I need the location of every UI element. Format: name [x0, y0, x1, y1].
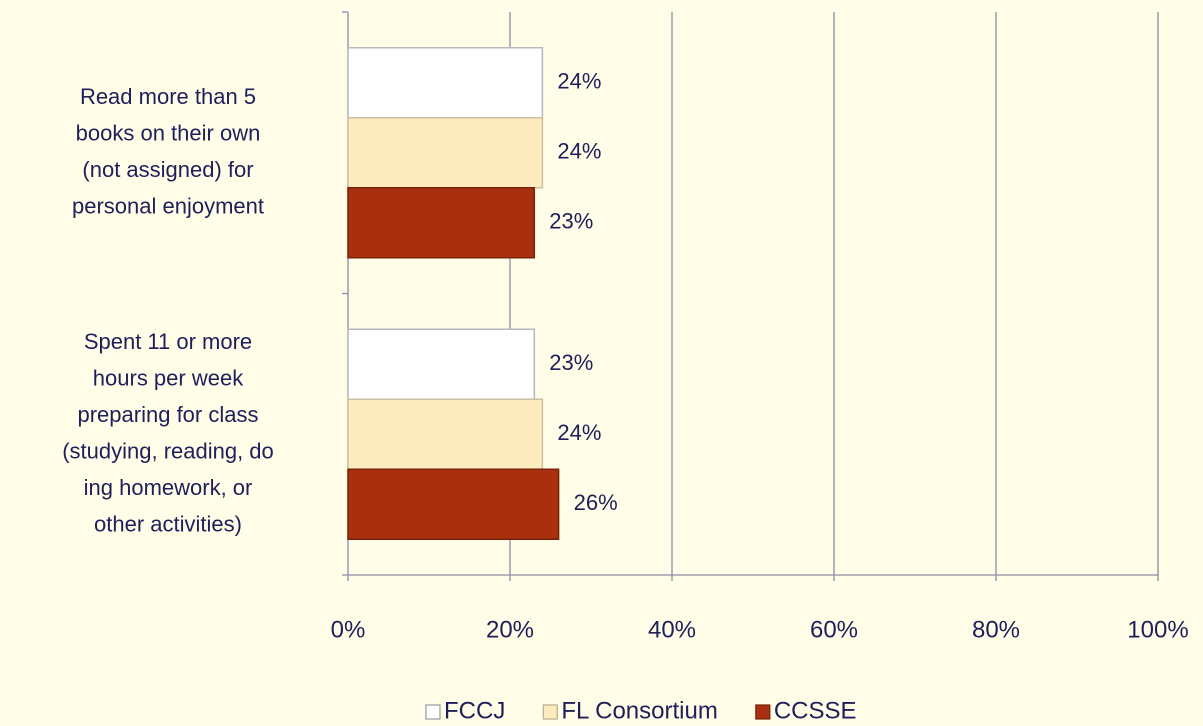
value-label: 26%	[574, 490, 618, 515]
category-label: other activities)	[94, 511, 242, 536]
category-label: (studying, reading, do	[62, 438, 274, 463]
category-label: (not assigned) for	[82, 157, 253, 182]
bar	[347, 187, 536, 259]
legend-swatch	[542, 704, 558, 720]
x-tick-label: 20%	[486, 616, 534, 643]
category-label: ing homework, or	[84, 475, 253, 500]
category-label: hours per week	[93, 365, 244, 390]
category-label: personal enjoyment	[72, 193, 264, 218]
bar	[347, 328, 536, 400]
x-tick-label: 60%	[810, 616, 858, 643]
bar	[347, 117, 544, 189]
legend-label: CCSSE	[774, 697, 857, 724]
legend-label: FCCJ	[444, 697, 505, 724]
category-label: Read more than 5	[80, 84, 256, 109]
bar	[347, 47, 544, 119]
x-tick-label: 100%	[1127, 616, 1188, 643]
value-label: 24%	[557, 139, 601, 164]
category-label: preparing for class	[78, 402, 259, 427]
x-tick-label: 0%	[331, 616, 366, 643]
legend-swatch	[755, 704, 771, 720]
x-tick-label: 40%	[648, 616, 696, 643]
value-label: 23%	[549, 209, 593, 234]
category-label: books on their own	[76, 120, 261, 145]
category-label: Spent 11 or more	[84, 329, 252, 354]
value-label: 23%	[549, 350, 593, 375]
value-label: 24%	[557, 420, 601, 445]
bar	[347, 398, 544, 470]
x-tick-label: 80%	[972, 616, 1020, 643]
value-label: 24%	[557, 69, 601, 94]
legend-label: FL Consortium	[561, 697, 718, 724]
bar	[347, 468, 560, 540]
legend-swatch	[425, 704, 441, 720]
